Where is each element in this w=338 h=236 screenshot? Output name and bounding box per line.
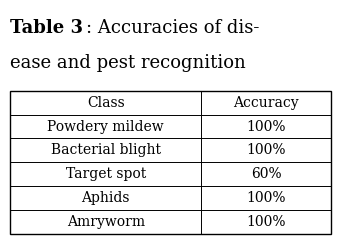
Text: 60%: 60% [251, 167, 282, 181]
Text: Target spot: Target spot [66, 167, 146, 181]
Text: Powdery mildew: Powdery mildew [47, 120, 164, 134]
Text: Table 3: Table 3 [10, 19, 83, 37]
Text: Aphids: Aphids [81, 191, 130, 205]
Text: Accuracy: Accuracy [234, 96, 299, 110]
Text: 100%: 100% [246, 215, 286, 229]
Text: Class: Class [87, 96, 124, 110]
Text: 100%: 100% [246, 191, 286, 205]
Text: 100%: 100% [246, 120, 286, 134]
Text: : Accuracies of dis-: : Accuracies of dis- [86, 19, 260, 37]
Text: 100%: 100% [246, 143, 286, 157]
Bar [10, 91, 331, 234]
Text: Bacterial blight: Bacterial blight [51, 143, 161, 157]
Text: ease and pest recognition: ease and pest recognition [10, 54, 246, 72]
Text: Amryworm: Amryworm [67, 215, 145, 229]
